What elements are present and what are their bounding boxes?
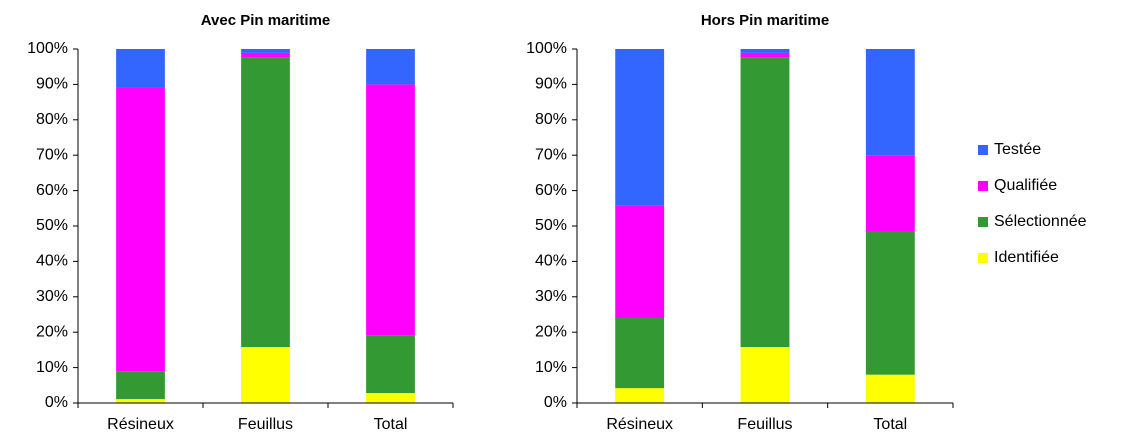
y-tick-label: 20% <box>535 323 567 340</box>
bar-segment <box>366 84 415 336</box>
y-tick-label: 0% <box>544 394 567 411</box>
y-tick-label: 30% <box>535 288 567 305</box>
legend-label: Sélectionnée <box>994 213 1087 230</box>
y-tick-label: 40% <box>535 253 567 270</box>
y-tick-label: 70% <box>535 146 567 163</box>
y-tick-label: 100% <box>27 40 68 57</box>
y-tick-label: 10% <box>535 359 567 376</box>
y-tick-label: 20% <box>36 323 68 340</box>
y-tick-label: 60% <box>36 182 68 199</box>
bar-segment <box>615 318 665 389</box>
y-tick-label: 50% <box>36 217 68 234</box>
y-tick-label: 70% <box>36 146 68 163</box>
y-tick-label: 50% <box>535 217 567 234</box>
bar-segment <box>116 87 165 372</box>
bar-segment <box>241 52 290 58</box>
y-tick-label: 90% <box>535 76 567 93</box>
bar-segment <box>865 374 915 403</box>
x-tick-label: Feuillus <box>737 416 792 433</box>
bar-segment <box>865 49 915 156</box>
bar-segment <box>241 49 290 53</box>
bar-segment <box>740 49 790 53</box>
legend-swatch <box>978 253 988 263</box>
y-tick-label: 100% <box>526 40 567 57</box>
legend-label: Qualifiée <box>994 177 1057 194</box>
bar-segment <box>740 57 790 348</box>
bar-segment <box>366 393 415 403</box>
chart-title: Avec Pin maritime <box>201 12 331 29</box>
y-tick-label: 40% <box>36 253 68 270</box>
bar-segment <box>740 347 790 403</box>
bar-segment <box>865 230 915 375</box>
y-tick-label: 80% <box>535 111 567 128</box>
bar-segment <box>865 155 915 231</box>
y-tick-label: 30% <box>36 288 68 305</box>
bar-segment <box>116 49 165 88</box>
bar-segment <box>615 49 665 206</box>
bar-segment <box>366 335 415 394</box>
chart-title: Hors Pin maritime <box>701 12 829 29</box>
x-tick-label: Résineux <box>107 416 174 433</box>
legend-label: Identifiée <box>994 249 1059 266</box>
y-tick-label: 60% <box>535 182 567 199</box>
y-tick-label: 90% <box>36 76 68 93</box>
legend-swatch <box>978 145 988 155</box>
x-tick-label: Total <box>374 416 408 433</box>
y-tick-label: 0% <box>45 394 68 411</box>
x-tick-label: Feuillus <box>238 416 293 433</box>
x-tick-label: Résineux <box>606 416 673 433</box>
y-tick-label: 80% <box>36 111 68 128</box>
bar-segment <box>740 52 790 58</box>
bar-segment <box>366 49 415 85</box>
x-tick-label: Total <box>873 416 907 433</box>
legend-swatch <box>978 217 988 227</box>
legend-swatch <box>978 181 988 191</box>
legend-label: Testée <box>994 141 1041 158</box>
y-tick-label: 10% <box>36 359 68 376</box>
bar-segment <box>241 347 290 403</box>
bar-segment <box>116 399 165 403</box>
bar-segment <box>615 205 665 319</box>
bar-segment <box>615 388 665 403</box>
bar-segment <box>116 371 165 400</box>
bar-segment <box>241 57 290 348</box>
